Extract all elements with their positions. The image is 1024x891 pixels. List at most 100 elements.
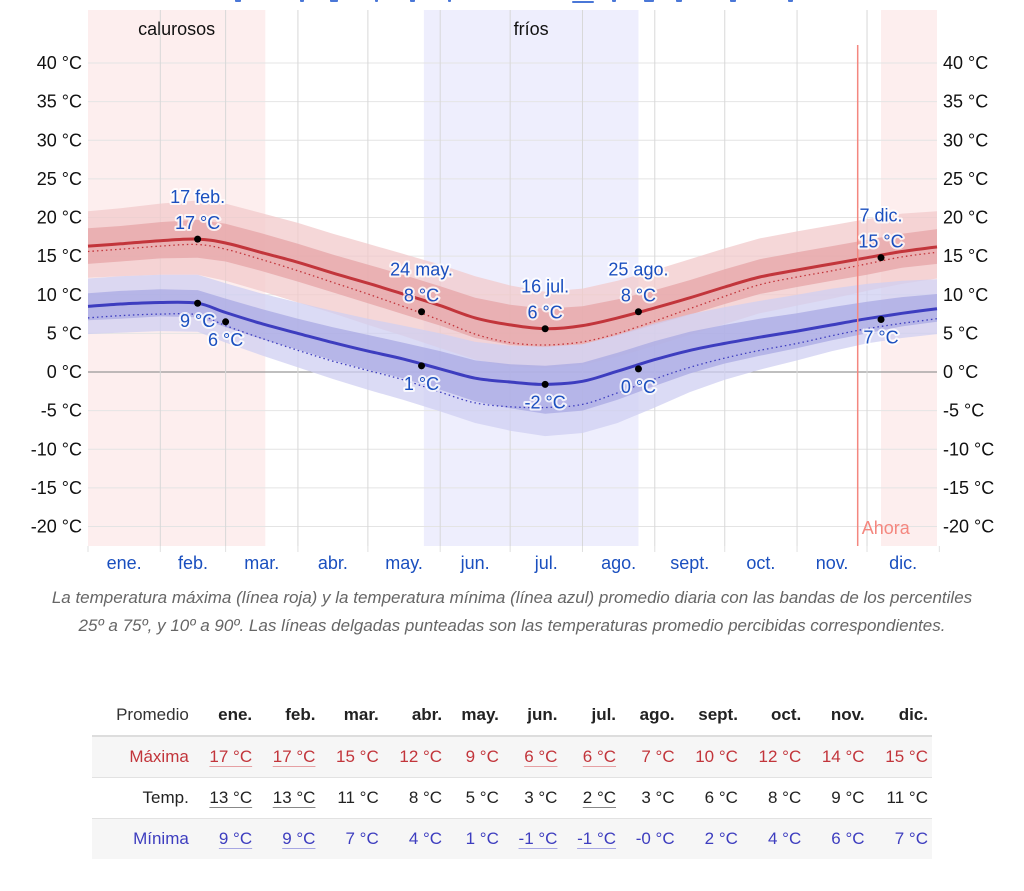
table-cell-value: 10 °C (695, 747, 738, 766)
legend-cropped (0, 0, 1024, 4)
table-cell: 15 °C (319, 735, 383, 778)
table-cell-value: 2 °C (704, 829, 738, 848)
x-tick-label: sept. (670, 553, 709, 573)
y-tick-label-right: -15 °C (943, 478, 994, 498)
table-cell-value: 7 °C (641, 747, 675, 766)
y-tick-label-left: 40 °C (37, 53, 82, 73)
legend-fragment (572, 1, 594, 3)
legend-fragment (788, 0, 793, 2)
table-cell: 7 °C (868, 818, 932, 859)
table-cell: 4 °C (382, 818, 447, 859)
table-header-month: ene. (218, 705, 253, 724)
season-label: fríos (514, 19, 549, 39)
table-cell-value: 6 °C (831, 829, 865, 848)
table-cell: 6 °C (502, 735, 562, 778)
table-cell-value: 17 °C (209, 747, 253, 766)
table-cell: -1 °C (561, 818, 621, 859)
table-cell: 15 °C (868, 735, 932, 778)
annotation-value: 0 °C (621, 377, 656, 397)
table-cell: 4 °C (741, 818, 806, 859)
table-header-month: feb. (285, 705, 316, 724)
y-tick-label-left: 30 °C (37, 130, 82, 150)
annotation-value: -2 °C (525, 392, 566, 412)
table-cell: -0 °C (620, 818, 679, 859)
y-tick-label-left: -15 °C (31, 478, 82, 498)
y-tick-label-left: -10 °C (31, 439, 82, 459)
table-cell-value: 1 °C (465, 829, 499, 848)
percentile-band-0 (88, 200, 937, 369)
annotation-dot (877, 315, 885, 323)
row-label: Temp. (92, 777, 193, 819)
y-tick-label-left: 10 °C (37, 285, 82, 305)
table-cell: 13 °C (256, 777, 320, 819)
table-cell-value: 9 °C (465, 747, 499, 766)
row-label: Mínima (92, 818, 193, 859)
table-header-month: nov. (830, 705, 865, 724)
y-tick-label-right: 35 °C (943, 92, 988, 112)
table-header-month: sept. (698, 705, 738, 724)
y-tick-label-left: 0 °C (47, 362, 82, 382)
x-tick-label: jun. (460, 553, 490, 573)
table-header-month: jun. (527, 705, 558, 724)
x-tick-label: jul. (534, 553, 558, 573)
y-tick-label-right: 40 °C (943, 53, 988, 73)
x-tick-label: ene. (107, 553, 142, 573)
legend-fragment (375, 0, 378, 2)
y-tick-label-left: 5 °C (47, 323, 82, 343)
legend-fragment (235, 0, 241, 2)
table-cell-value: 12 °C (758, 747, 802, 766)
feels-like-line-3 (87, 313, 938, 409)
table-cell-value: 9 °C (218, 829, 253, 848)
legend-fragment (300, 0, 304, 2)
table-cell: 9 °C (446, 735, 503, 778)
percentile-band-2 (88, 274, 937, 437)
table-cell-value: 6 °C (704, 788, 738, 807)
annotation-value: 17 °C (175, 213, 220, 233)
temperature-line-0 (87, 237, 938, 331)
table-cell: 3 °C (502, 777, 562, 819)
season-label: calurosos (138, 19, 215, 39)
table-cell: 5 °C (446, 777, 503, 819)
table-cell-value: -1 °C (577, 829, 617, 848)
table-cell-value: 4 °C (767, 829, 802, 848)
table-cell: 17 °C (256, 735, 320, 778)
annotation-date: 17 feb. (170, 187, 225, 207)
annotation-dot (194, 235, 202, 243)
table-cell: 12 °C (741, 735, 806, 778)
table-cell: 3 °C (620, 777, 679, 819)
table-cell: 7 °C (319, 818, 383, 859)
y-tick-label-right: 5 °C (943, 323, 978, 343)
table-cell-value: 15 °C (885, 747, 928, 766)
table-cell-value: 9 °C (831, 788, 865, 807)
x-tick-label: ago. (601, 553, 636, 573)
table-cell: 10 °C (678, 735, 742, 778)
lines-layer (87, 237, 938, 409)
legend-fragment (612, 0, 616, 2)
table-cell-value: 3 °C (524, 788, 558, 807)
y-tick-label-left: 35 °C (37, 92, 82, 112)
table-cell-value: -1 °C (518, 829, 558, 848)
table-cell-value: 6 °C (582, 747, 617, 766)
table-cell: 1 °C (446, 818, 503, 859)
table-cell-value: 7 °C (345, 829, 379, 848)
annotation-dot (877, 254, 885, 262)
table-cell-value: 3 °C (641, 788, 675, 807)
annotation-date: 24 may. (390, 260, 453, 280)
annotation-dot (541, 325, 549, 333)
table-cell-value: 4 °C (408, 829, 443, 848)
table-cell: 6 °C (561, 735, 621, 778)
bands-layer (88, 200, 937, 437)
table-cell: 2 °C (678, 818, 742, 859)
table-header-month: mar. (343, 705, 379, 724)
table-cell: 9 °C (192, 818, 257, 859)
table-row-max: Máxima 17 °C 17 °C 15 °C 12 °C 9 °C 6 °C 6 °C 7 … (92, 735, 932, 778)
y-tick-label-right: 30 °C (943, 130, 988, 150)
table-cell-value: 5 °C (465, 788, 499, 807)
legend-fragment (330, 0, 338, 2)
temperature-line-2 (87, 300, 938, 386)
table-header-month: may. (461, 705, 499, 724)
y-tick-label-right: 15 °C (943, 246, 988, 266)
monthly-averages-table: Promedio ene. feb. mar. abr. may. jun. jul. ago… (92, 697, 932, 859)
table-header-month: oct. (771, 705, 802, 724)
table-header-month: abr. (411, 705, 443, 724)
